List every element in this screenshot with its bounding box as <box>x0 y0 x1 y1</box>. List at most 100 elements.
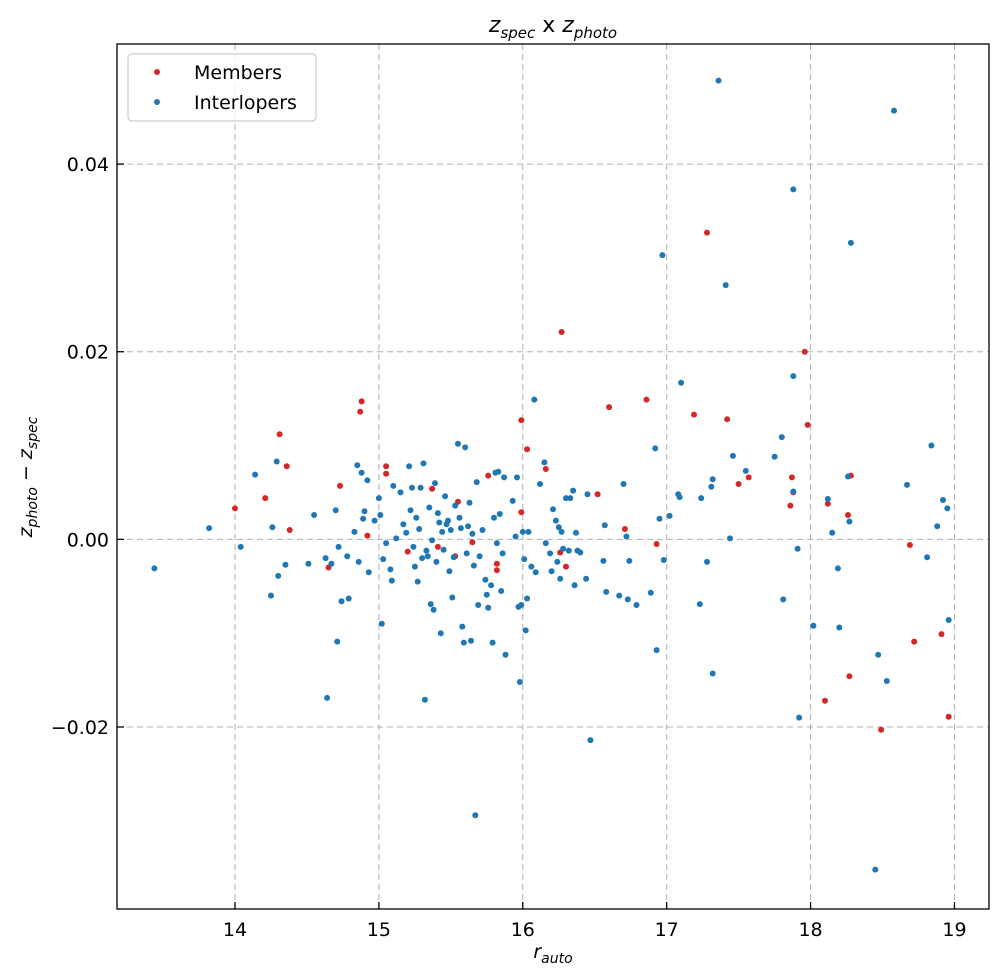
data-point-interlopers <box>456 514 463 521</box>
data-point-interlopers <box>355 558 362 565</box>
data-point-interlopers <box>940 497 946 503</box>
x-axis-label: rauto <box>533 941 572 967</box>
data-point-members <box>434 543 441 550</box>
data-point-members <box>383 470 390 477</box>
data-point-interlopers <box>417 484 424 491</box>
data-point-interlopers <box>433 558 440 565</box>
data-point-interlopers <box>413 514 420 521</box>
data-point-interlopers <box>522 627 529 634</box>
data-point-interlopers <box>633 602 640 608</box>
data-point-members <box>911 638 918 645</box>
legend-marker-interlopers <box>154 99 160 105</box>
data-point-members <box>364 532 371 539</box>
data-point-interlopers <box>518 602 525 608</box>
data-point-interlopers <box>623 533 630 540</box>
data-point-interlopers <box>571 582 578 589</box>
data-point-interlopers <box>332 507 339 514</box>
data-point-interlopers <box>516 679 523 685</box>
data-point-members <box>822 697 828 704</box>
data-point-members <box>801 348 808 355</box>
data-point-interlopers <box>678 379 685 386</box>
data-point-interlopers <box>440 546 447 553</box>
data-point-interlopers <box>563 495 569 502</box>
data-point-interlopers <box>491 514 497 521</box>
data-point-interlopers <box>365 569 372 576</box>
data-point-interlopers <box>449 594 456 601</box>
data-point-interlopers <box>532 569 539 576</box>
data-point-interlopers <box>846 518 853 525</box>
data-point-interlopers <box>560 545 567 552</box>
x-tick-label: 19 <box>942 919 966 941</box>
data-point-interlopers <box>345 595 352 602</box>
data-point-interlopers <box>624 596 631 603</box>
data-point-members <box>938 631 945 638</box>
data-point-interlopers <box>351 528 358 535</box>
legend: Members Interlopers <box>127 53 317 122</box>
data-point-interlopers <box>151 565 158 572</box>
data-point-interlopers <box>502 651 509 658</box>
data-point-interlopers <box>528 563 535 570</box>
data-point-interlopers <box>824 496 831 502</box>
data-point-members <box>563 563 569 570</box>
data-point-members <box>485 472 492 479</box>
data-point-members <box>945 713 952 720</box>
legend-label-interlopers: Interlopers <box>194 92 297 114</box>
data-point-members <box>558 329 565 335</box>
data-point-interlopers <box>501 474 508 481</box>
y-label-z-photo-sub: photo <box>25 487 41 528</box>
data-point-interlopers <box>437 630 444 637</box>
data-point-interlopers <box>489 639 496 646</box>
data-point-members <box>524 446 531 453</box>
data-point-interlopers <box>380 556 387 563</box>
y-tick-label: 0.00 <box>67 529 109 551</box>
data-point-interlopers <box>653 647 660 654</box>
data-point-interlopers <box>322 555 329 562</box>
data-point-interlopers <box>393 535 400 542</box>
data-point-interlopers <box>577 549 584 556</box>
data-point-interlopers <box>709 670 716 677</box>
data-point-interlopers <box>620 481 627 487</box>
data-point-interlopers <box>742 467 749 474</box>
data-point-interlopers <box>934 523 941 530</box>
data-point-interlopers <box>479 527 486 533</box>
legend-box <box>127 53 317 122</box>
y-axis-label: zphoto − zspec <box>15 416 41 538</box>
data-point-interlopers <box>626 557 633 564</box>
data-point-interlopers <box>305 560 312 567</box>
data-point-interlopers <box>432 480 438 487</box>
data-point-interlopers <box>514 474 520 481</box>
data-point-interlopers <box>722 282 729 289</box>
data-point-members <box>518 417 525 424</box>
data-point-interlopers <box>335 543 342 550</box>
data-point-members <box>704 229 710 236</box>
data-point-interlopers <box>429 537 436 544</box>
data-point-interlopers <box>709 476 716 483</box>
data-point-members <box>787 502 794 509</box>
data-point-interlopers <box>601 522 608 529</box>
data-point-interlopers <box>790 488 797 495</box>
y-label-minus: − <box>15 459 37 487</box>
data-point-members <box>383 463 390 470</box>
data-point-interlopers <box>439 528 446 535</box>
data-point-members <box>594 491 601 498</box>
data-point-members <box>429 485 436 492</box>
legend-marker-members <box>154 69 160 75</box>
data-point-interlopers <box>790 186 797 193</box>
data-point-interlopers <box>460 639 467 646</box>
data-point-members <box>745 474 752 481</box>
data-point-interlopers <box>275 572 282 579</box>
data-point-interlopers <box>468 637 474 644</box>
data-point-interlopers <box>944 505 951 512</box>
data-point-interlopers <box>558 528 565 535</box>
data-point-interlopers <box>521 556 528 563</box>
data-point-interlopers <box>403 529 410 536</box>
data-point-interlopers <box>834 565 841 572</box>
data-point-interlopers <box>268 592 274 599</box>
data-point-members <box>846 673 853 680</box>
data-point-interlopers <box>463 550 470 557</box>
data-point-members <box>404 548 411 555</box>
data-point-interlopers <box>548 568 555 575</box>
data-point-interlopers <box>499 550 506 557</box>
data-point-interlopers <box>847 239 854 246</box>
